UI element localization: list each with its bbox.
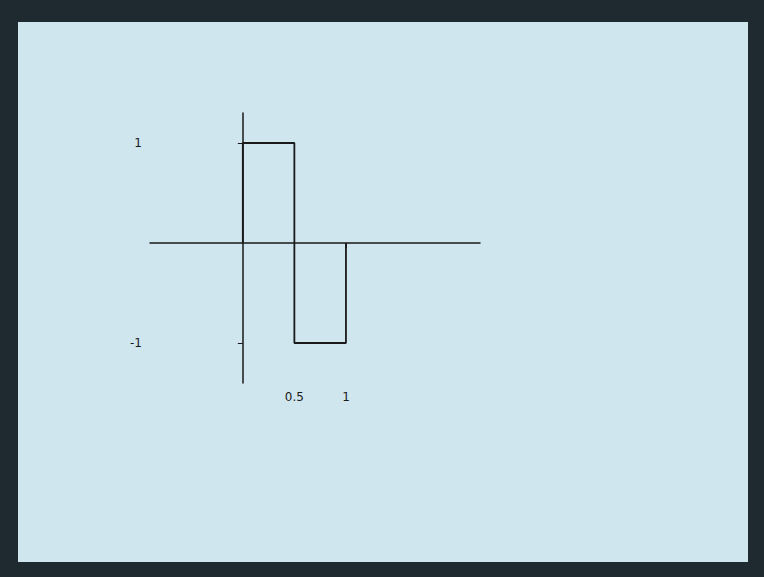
svg-text:1: 1 xyxy=(342,390,350,404)
svg-text:0.5: 0.5 xyxy=(285,390,304,404)
svg-text:-1: -1 xyxy=(130,336,142,350)
svg-text:1: 1 xyxy=(134,136,142,150)
